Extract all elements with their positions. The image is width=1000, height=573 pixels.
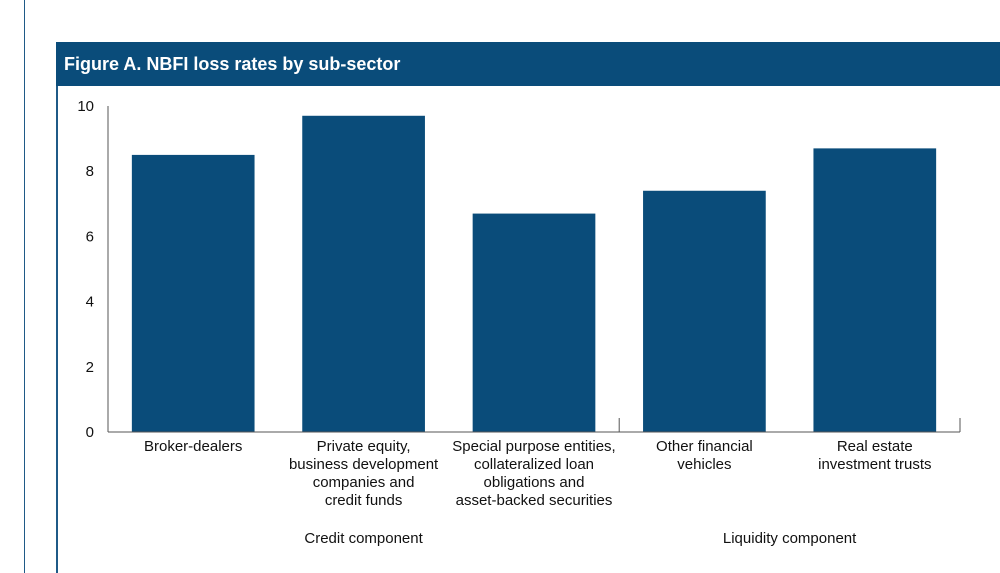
figure-header-bar <box>56 42 1000 86</box>
bar <box>302 115 425 432</box>
bar <box>472 213 596 432</box>
group-label: Credit component <box>304 530 423 547</box>
y-axis: 0 2 4 6 8 10 <box>77 98 109 441</box>
y-tick-label: 2 <box>86 359 94 376</box>
category-label: Other financial vehicles <box>656 438 753 473</box>
left-rule <box>24 0 25 573</box>
bar <box>643 190 766 432</box>
y-tick-label: 10 <box>77 98 94 115</box>
category-labels: Broker-dealers Private equity, business de… <box>144 438 931 509</box>
group-labels: Credit component Liquidity component <box>304 530 857 547</box>
y-tick-label: 4 <box>86 294 94 311</box>
bar <box>813 148 937 432</box>
y-tick-label: 8 <box>86 163 94 180</box>
category-label: Real estate investment trusts <box>818 438 931 473</box>
figure-frame <box>56 42 1000 573</box>
y-tick-label: 0 <box>86 424 94 441</box>
figure-title: Figure A. NBFI loss rates by sub-sector <box>64 54 401 74</box>
bar <box>131 154 255 432</box>
bars <box>131 115 937 432</box>
category-label: Broker-dealers <box>144 438 242 455</box>
x-axis <box>108 418 961 433</box>
y-tick-label: 6 <box>86 228 94 245</box>
group-label: Liquidity component <box>723 530 857 547</box>
category-label: Private equity, business development compa… <box>289 438 439 509</box>
category-label: Special purpose entities, collateralized … <box>452 438 615 509</box>
